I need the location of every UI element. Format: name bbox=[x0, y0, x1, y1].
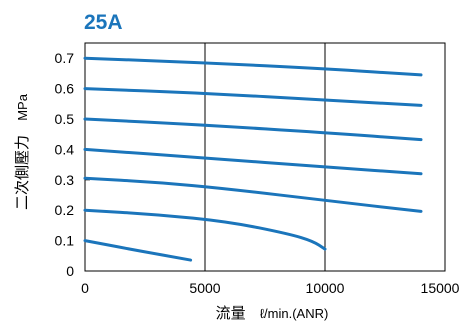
y-tick-label: 0.1 bbox=[55, 233, 75, 249]
y-axis-title: 二次側壓力 bbox=[14, 135, 31, 210]
y-tick-labels: 0 0.1 0.2 0.3 0.4 0.5 0.6 0.7 bbox=[55, 50, 75, 279]
x-tick-labels: 0 5000 10000 15000 bbox=[81, 280, 460, 296]
x-axis-label: 流量 ℓ/min.(ANR) bbox=[216, 305, 329, 322]
y-tick-label: 0.2 bbox=[55, 202, 75, 218]
x-tick-label: 0 bbox=[81, 280, 89, 296]
series-line-5 bbox=[83, 176, 423, 213]
y-tick-label: 0.7 bbox=[55, 50, 75, 66]
x-axis-unit: ℓ/min.(ANR) bbox=[260, 306, 328, 321]
gridlines bbox=[204, 43, 326, 271]
series-line-6 bbox=[83, 208, 327, 251]
y-tick-label: 0 bbox=[66, 263, 74, 279]
y-axis-label: 二次側壓力 MPa bbox=[14, 93, 31, 210]
series-line-3 bbox=[83, 117, 423, 142]
x-tick-label: 15000 bbox=[421, 280, 460, 296]
x-tick-label: 10000 bbox=[306, 280, 345, 296]
series-line-7 bbox=[83, 239, 193, 262]
plot-area-frame bbox=[84, 42, 446, 272]
y-tick-label: 0.6 bbox=[55, 81, 75, 97]
x-axis-title: 流量 bbox=[216, 305, 246, 322]
series-lines bbox=[83, 56, 423, 262]
y-tick-label: 0.4 bbox=[55, 141, 75, 157]
y-axis-unit: MPa bbox=[15, 93, 30, 121]
series-line-2 bbox=[83, 87, 423, 107]
series-line-1 bbox=[83, 56, 423, 77]
y-tick-label: 0.5 bbox=[55, 111, 75, 127]
series-line-4 bbox=[83, 147, 423, 176]
x-tick-label: 5000 bbox=[189, 280, 220, 296]
chart-title: 25A bbox=[84, 11, 123, 34]
y-tick-label: 0.3 bbox=[55, 172, 75, 188]
